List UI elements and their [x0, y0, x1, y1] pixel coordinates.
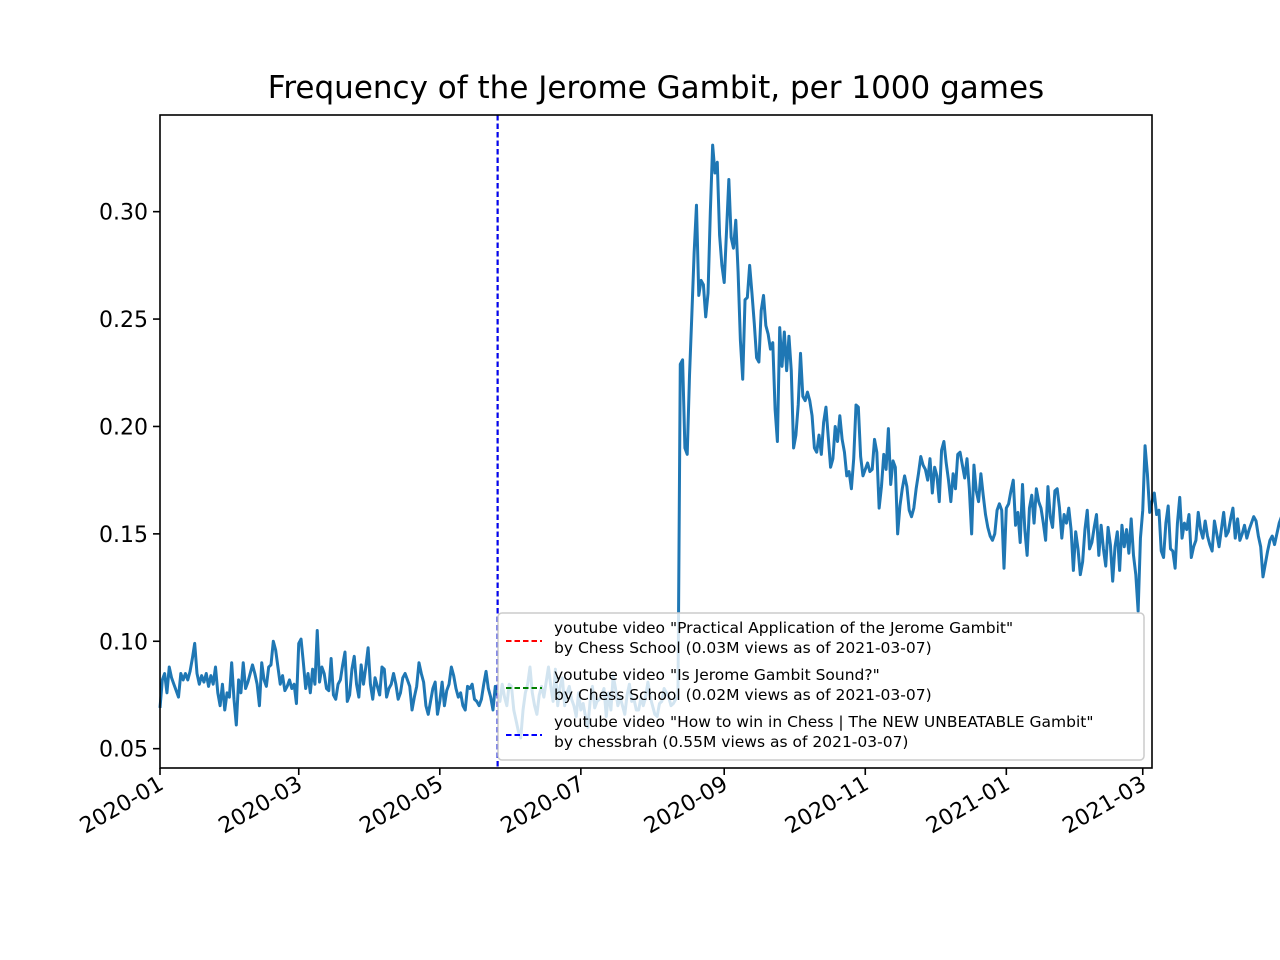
- legend-label: by chessbrah (0.55M views as of 2021-03-…: [554, 733, 908, 751]
- x-tick-label: 2021-01: [922, 772, 1014, 840]
- legend-label: by Chess School (0.02M views as of 2021-…: [554, 686, 932, 704]
- y-tick-label: 0.10: [99, 630, 148, 655]
- legend-label: youtube video "Is Jerome Gambit Sound?": [554, 666, 880, 684]
- plot-frame: [159, 114, 1153, 769]
- x-tick-label: 2021-03: [1059, 772, 1151, 840]
- y-tick-label: 0.05: [99, 738, 148, 763]
- series-line-0: [158, 143, 1280, 740]
- legend-label: by Chess School (0.03M views as of 2021-…: [554, 639, 932, 657]
- y-tick-label: 0.15: [99, 523, 148, 548]
- x-tick-label: 2020-01: [76, 772, 168, 840]
- x-tick-label: 2020-09: [640, 772, 732, 840]
- legend-box: [497, 612, 1145, 761]
- series-layer: [158, 143, 1280, 740]
- legend: youtube video "Practical Application of …: [497, 612, 1145, 761]
- x-tick-label: 2020-11: [781, 772, 873, 840]
- y-tick-label: 0.30: [99, 201, 148, 226]
- y-tick-label: 0.25: [99, 308, 148, 333]
- x-tick-label: 2020-07: [497, 772, 589, 840]
- chart-title: Frequency of the Jerome Gambit, per 1000…: [268, 70, 1044, 106]
- legend-label: youtube video "Practical Application of …: [554, 619, 1013, 637]
- y-tick-label: 0.20: [99, 415, 148, 440]
- x-tick-label: 2020-05: [356, 772, 448, 840]
- legend-label: youtube video "How to win in Chess | The…: [554, 713, 1094, 731]
- x-tick-label: 2020-03: [215, 772, 307, 840]
